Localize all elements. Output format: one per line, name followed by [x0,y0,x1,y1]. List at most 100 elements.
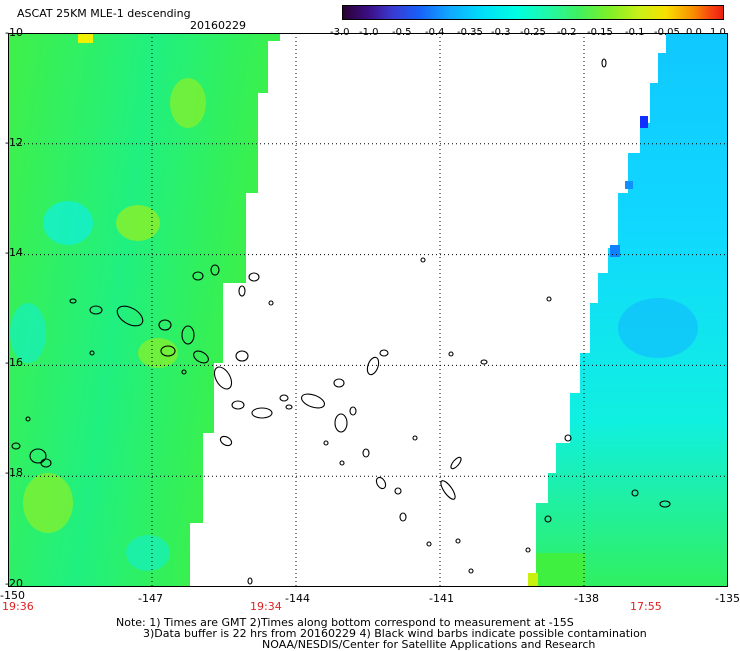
island [210,264,220,276]
yellow-patch [170,78,206,128]
footer-note: 3)Data buffer is 22 hrs from 20160229 4)… [143,627,647,640]
island [546,296,552,302]
yellow-patch [138,338,178,368]
island [213,366,233,390]
y-tick-label: -14 [5,246,23,259]
blue-patch [610,245,620,257]
island [29,448,47,464]
colorbar-label: -0.4 [425,27,445,38]
left-swath [8,33,280,587]
pass-time: 19:36 [2,600,34,613]
island [285,404,293,410]
island [564,434,572,442]
island [379,349,389,357]
island [89,305,103,315]
map-frame [8,33,728,587]
island [268,300,274,306]
island [158,319,172,331]
colorbar-label: -1.0 [359,27,379,38]
x-tick-label: -135 [715,592,740,605]
island [659,500,671,508]
island [412,435,418,441]
pass-time: 19:34 [250,600,282,613]
y-tick-label: -18 [5,466,23,479]
y-tick-label: -10 [5,26,23,39]
island [375,476,387,490]
green-patch [536,553,586,587]
colorbar-label: -0.2 [557,27,577,38]
island [235,350,249,362]
island [69,298,77,304]
footer-note: NOAA/NESDIS/Center for Satellite Applica… [262,638,596,651]
island [219,435,233,447]
wind-map [8,33,728,587]
island [181,325,195,345]
colorbar-label: 0.0 [686,27,702,38]
island [339,460,345,466]
island [399,512,407,522]
island [248,272,260,282]
grid-lines [8,33,728,587]
cyan-patch [43,201,93,245]
island [334,413,348,433]
island [468,568,474,574]
x-tick-label: -144 [285,592,310,605]
x-tick-label: -147 [138,592,163,605]
blue-patch [618,298,698,358]
colorbar-label: -0.05 [654,27,680,38]
colorbar-label: 1.0 [710,27,726,38]
blue-patch [640,116,648,128]
colorbar-label: -0.5 [392,27,412,38]
yellow-patch [78,33,93,43]
footer-note: Note: 1) Times are GMT 2)Times along bot… [116,616,574,629]
pass-time: 17:55 [630,600,662,613]
island [251,407,273,419]
island [193,350,209,364]
blue-patch [625,181,633,189]
island [238,285,246,297]
island [450,456,462,470]
island [333,378,345,388]
x-tick-label: -141 [429,592,454,605]
island [192,271,204,281]
island [426,541,432,547]
island [455,538,461,544]
island-outlines [11,58,671,585]
x-tick-label: -150 [0,589,25,602]
colorbar-label: -0.15 [587,27,613,38]
colorbar-label: -0.3 [491,27,511,38]
island [160,345,176,357]
island [631,489,639,497]
colorbar-label: -3.0 [330,27,350,38]
island [394,487,402,495]
island [40,458,52,468]
y-tick-label: -16 [5,356,23,369]
island [231,400,245,410]
yellow-patch [528,573,538,587]
colorbar-label: -0.35 [457,27,483,38]
island [440,480,456,500]
colorbar-label: -0.1 [625,27,645,38]
island [181,369,187,375]
cyan-patch [10,303,46,363]
colorbar-label: -0.25 [520,27,546,38]
colorbar [342,5,724,20]
map-date: 20160229 [190,19,246,32]
island [420,257,426,263]
island [601,58,607,68]
island [525,547,531,553]
island [279,394,289,402]
island [544,515,552,523]
cyan-patch [126,535,170,571]
island [448,351,454,357]
yellow-patch [23,473,73,533]
island [89,350,95,356]
x-tick-label: -138 [574,592,599,605]
island [349,406,357,416]
yellow-patch [116,205,160,241]
y-tick-label: -20 [5,577,23,590]
island [300,393,326,409]
y-tick-label: -12 [5,136,23,149]
island [247,577,253,585]
island [323,440,329,446]
